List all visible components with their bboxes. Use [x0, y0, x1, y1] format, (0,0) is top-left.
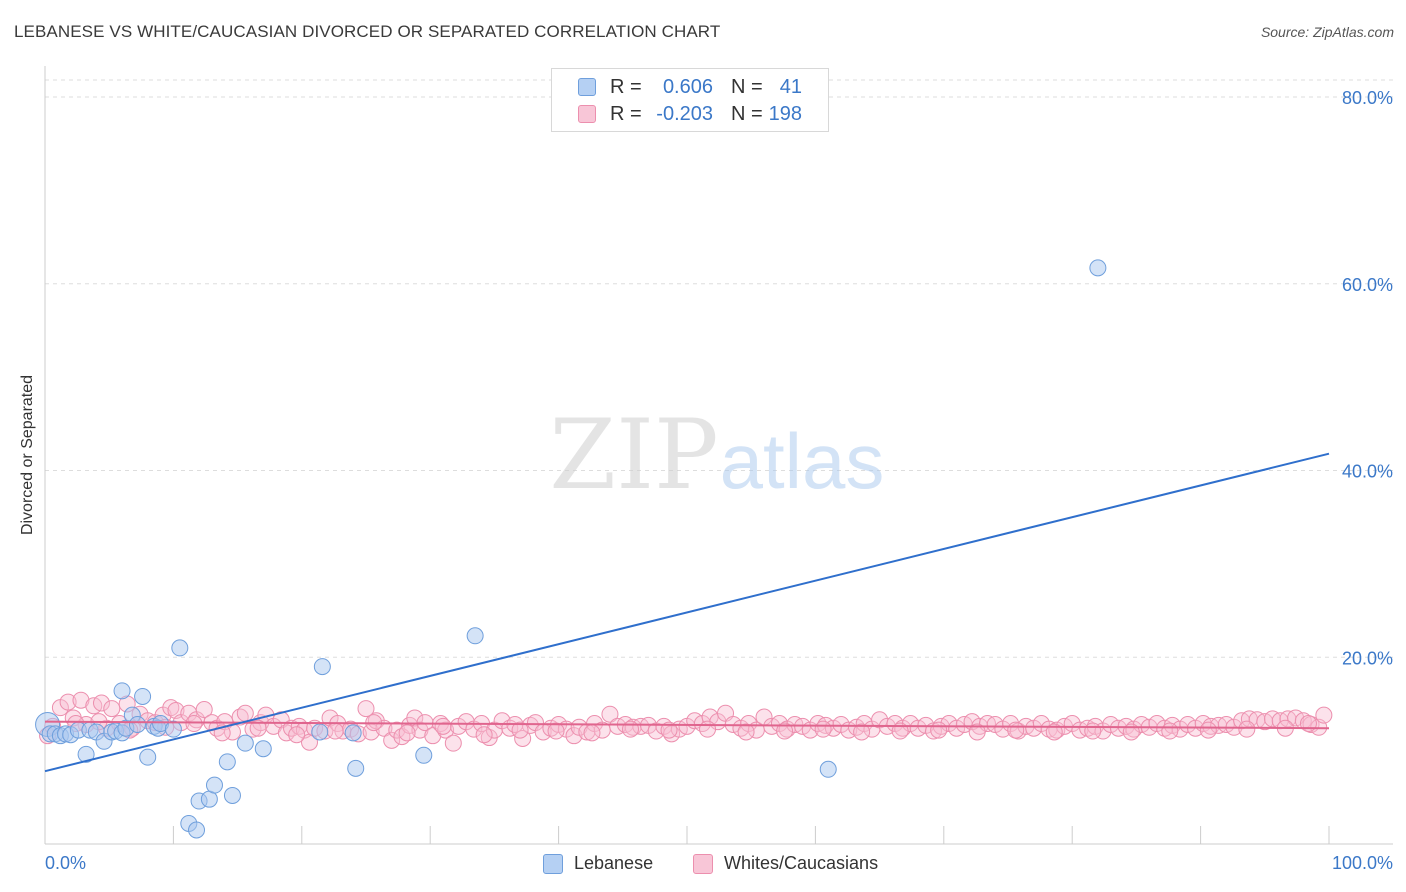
lebanese-point — [128, 715, 146, 733]
chart-title: LEBANESE VS WHITE/CAUCASIAN DIVORCED OR … — [14, 22, 721, 41]
legend-n-label: N = — [731, 76, 763, 98]
lebanese-point — [218, 753, 236, 771]
whites-point — [185, 715, 203, 733]
legend-r-label: R = — [610, 76, 642, 98]
lebanese-point — [171, 639, 189, 657]
legend-r-value: -0.203 — [656, 103, 713, 125]
trend-lines — [44, 452, 1330, 773]
lebanese-point — [313, 658, 331, 676]
source-label: Source: ZipAtlas.com — [1260, 24, 1394, 40]
whites-point — [601, 705, 619, 723]
whites-point — [383, 731, 401, 749]
lebanese-point — [77, 745, 95, 763]
whites-point — [434, 717, 452, 735]
series-lebanese-points — [35, 259, 1107, 839]
lebanese-point — [466, 627, 484, 645]
whites-point — [699, 720, 717, 738]
watermark: ZIP atlas — [549, 399, 884, 511]
watermark-zip: ZIP — [549, 399, 718, 511]
lebanese-point — [236, 734, 254, 752]
whites-point — [660, 721, 678, 739]
lebanese-point — [134, 687, 152, 705]
whites-point — [547, 722, 565, 740]
legend-swatch-lebanese — [543, 854, 563, 874]
legend-n-value: 41 — [779, 76, 802, 98]
series-legend: Lebanese Whites/Caucasians — [0, 852, 1406, 878]
legend-r-label: R = — [610, 103, 642, 125]
legend-swatch-whites — [693, 854, 713, 874]
whites-point — [583, 724, 601, 742]
whites-point — [814, 720, 832, 738]
whites-point — [236, 704, 254, 722]
legend-n-value: 198 — [768, 103, 802, 125]
whites-point — [326, 722, 344, 740]
whites-point — [968, 723, 986, 741]
whites-point — [565, 727, 583, 745]
y-tick-label: 40.0% — [1342, 462, 1393, 482]
lebanese-point — [188, 821, 206, 839]
whites-point — [92, 694, 110, 712]
whites-point — [162, 699, 180, 717]
whites-point — [1199, 721, 1217, 739]
tick-labels: 20.0% 40.0% 60.0% 80.0% 0.0% 100.0% — [45, 88, 1393, 873]
lebanese-point — [205, 776, 223, 794]
whites-point — [622, 720, 640, 738]
lebanese-trend-line — [44, 452, 1330, 773]
whites-point — [1299, 715, 1317, 733]
whites-point — [444, 734, 462, 752]
whites-point — [948, 719, 966, 737]
lebanese-point — [113, 682, 131, 700]
lebanese-point — [415, 746, 433, 764]
whites-point — [249, 719, 267, 737]
correlation-legend: R = 0.606 N = 41 R = -0.203 N = 198 — [551, 68, 829, 132]
legend-swatch-blue — [578, 78, 596, 96]
whites-point — [195, 701, 213, 719]
lebanese-point — [311, 723, 329, 741]
whites-point — [475, 726, 493, 744]
whites-point — [103, 700, 121, 718]
lebanese-point — [139, 748, 157, 766]
whites-point — [737, 723, 755, 741]
whites-point — [853, 723, 871, 741]
legend-row-lebanese: R = 0.606 N = 41 — [552, 74, 828, 100]
whites-point — [1315, 706, 1333, 724]
whites-trend-line — [44, 720, 1330, 730]
y-tick-label: 60.0% — [1342, 275, 1393, 295]
legend-r-value: 0.606 — [662, 76, 713, 98]
whites-point — [398, 724, 416, 742]
legend-label-whites: Whites/Caucasians — [724, 853, 879, 873]
lebanese-point — [347, 759, 365, 777]
x-tick-label: 100.0% — [1332, 853, 1393, 873]
legend-swatch-pink — [578, 105, 596, 123]
whites-point — [72, 691, 90, 709]
legend-label-lebanese: Lebanese — [574, 853, 654, 873]
watermark-atlas: atlas — [720, 417, 885, 505]
whites-point — [1084, 722, 1102, 740]
lebanese-point — [254, 740, 272, 758]
whites-point — [511, 721, 529, 739]
lebanese-point — [164, 720, 182, 738]
whites-point — [1007, 721, 1025, 739]
whites-point — [930, 721, 948, 739]
whites-point — [357, 700, 375, 718]
y-tick-label: 80.0% — [1342, 88, 1393, 108]
whites-point — [288, 726, 306, 744]
x-tick-label: 0.0% — [45, 853, 86, 873]
lebanese-point — [223, 786, 241, 804]
whites-point — [59, 693, 77, 711]
whites-point — [776, 722, 794, 740]
whites-point — [1161, 722, 1179, 740]
gridlines — [45, 79, 1393, 658]
legend-n-label: N = — [731, 103, 763, 125]
lebanese-point — [1089, 259, 1107, 277]
whites-point — [1238, 720, 1256, 738]
legend-row-whites: R = -0.203 N = 198 — [552, 101, 828, 127]
lebanese-point — [819, 760, 837, 778]
whites-point — [1045, 723, 1063, 741]
lebanese-point — [344, 724, 362, 742]
y-tick-label: 20.0% — [1342, 648, 1393, 668]
